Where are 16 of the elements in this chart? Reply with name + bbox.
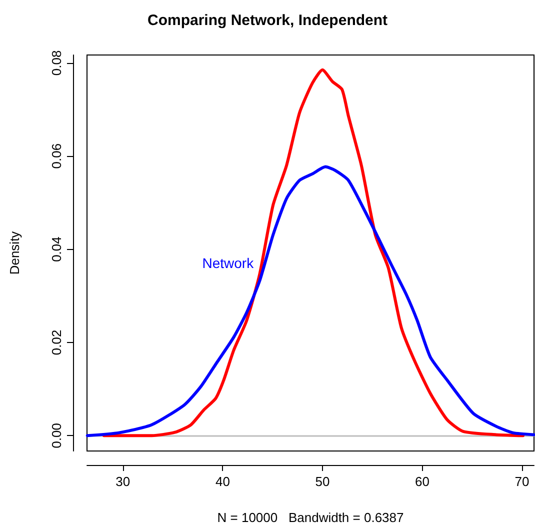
x-tick-label: 30 [116,474,130,489]
x-tick-label: 40 [215,474,230,489]
chart-title: Comparing Network, Independent [147,12,388,29]
y-tick-label: 0.06 [49,143,64,169]
line-series [86,165,535,438]
series-label: Network [202,254,255,271]
y-tick-label: 0.08 [49,50,64,76]
y-tick-label: 0.02 [49,330,64,356]
x-axis-title: N = 10000 Bandwidth = 0.6387 [217,510,404,525]
y-tick-label: 0.04 [49,236,64,262]
x-tick-label: 70 [514,474,530,489]
y-tick-label: 0.00 [49,422,64,448]
x-tick-label: 50 [315,474,330,489]
x-tick-label: 60 [415,474,430,489]
line-series [102,68,525,438]
y-axis-title: Density [7,230,22,275]
